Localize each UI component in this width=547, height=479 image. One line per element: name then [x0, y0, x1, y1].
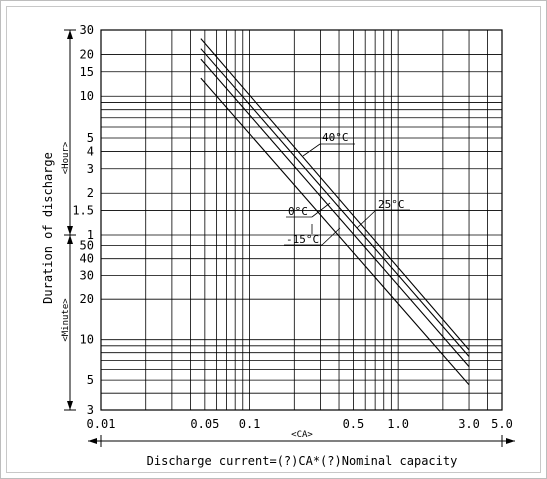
axis-arrow [88, 438, 97, 444]
x-tick-label: 5.0 [491, 417, 513, 431]
y-tick-label-minute: 3 [87, 403, 94, 417]
y-tick-label-hour: 2 [87, 186, 94, 200]
series-label: -15°C [286, 233, 319, 246]
y-upper-unit-label: <Hour> [61, 141, 71, 174]
label-leaders [284, 143, 410, 246]
y-tick-label-hour: 3 [87, 162, 94, 176]
y-tick-label-minute: 10 [80, 333, 94, 347]
plot-border [100, 29, 503, 411]
x-unit-label: <CA> [291, 430, 313, 440]
y-tick-label-minute: 40 [80, 252, 94, 266]
axis-arrow [67, 235, 73, 244]
y-tick-label-hour: 15 [80, 65, 94, 79]
y-tick-label-hour: 1.5 [72, 204, 94, 218]
y-tick-label-minute: 50 [80, 239, 94, 253]
series-line [200, 38, 470, 351]
x-tick-label: 3.0 [458, 417, 480, 431]
x-axis-label: Discharge current=(?)CA*(?)Nominal capac… [147, 454, 458, 468]
x-tick-label: 0.1 [239, 417, 261, 431]
y-tick-label-hour: 1 [87, 228, 94, 242]
label-leader-line [311, 202, 331, 218]
axis-arrow [506, 438, 515, 444]
plot-grid [100, 29, 503, 411]
x-tick-label: 1.0 [387, 417, 409, 431]
series-line [200, 58, 470, 368]
axes [64, 29, 515, 447]
label-leader-line [356, 209, 377, 229]
axis-arrow [67, 401, 73, 410]
chart-text: Duration of discharge <Hour> <Minute> <C… [41, 141, 457, 468]
y-lower-unit-label: <Minute> [61, 298, 71, 342]
y-tick-label-minute: 5 [87, 373, 94, 387]
x-tick-label: 0.01 [87, 417, 116, 431]
series-line [200, 48, 470, 357]
y-tick-label-hour: 10 [80, 89, 94, 103]
x-tick-label: 0.05 [190, 417, 219, 431]
label-leader-line [302, 143, 321, 157]
axis-arrow [67, 30, 73, 39]
y-tick-label-hour: 5 [87, 131, 94, 145]
label-leader-line [321, 227, 341, 246]
x-tick-label: 0.5 [343, 417, 365, 431]
series-label: 0°C [288, 205, 308, 218]
y-tick-label-minute: 30 [80, 268, 94, 282]
y-axis-label: Duration of discharge [41, 152, 55, 304]
series-line [200, 77, 470, 386]
y-tick-label-hour: 20 [80, 47, 94, 61]
y-tick-label-minute: 20 [80, 292, 94, 306]
y-tick-label-hour: 4 [87, 144, 94, 158]
series-label: 40°C [322, 131, 349, 144]
series-labels: 40°C 25°C 0°C -15°C [286, 131, 405, 246]
axis-arrow [67, 226, 73, 235]
chart-panel [6, 6, 541, 473]
series-label: 25°C [378, 198, 405, 211]
y-tick-label-hour: 30 [80, 23, 94, 37]
series-lines [200, 38, 470, 386]
